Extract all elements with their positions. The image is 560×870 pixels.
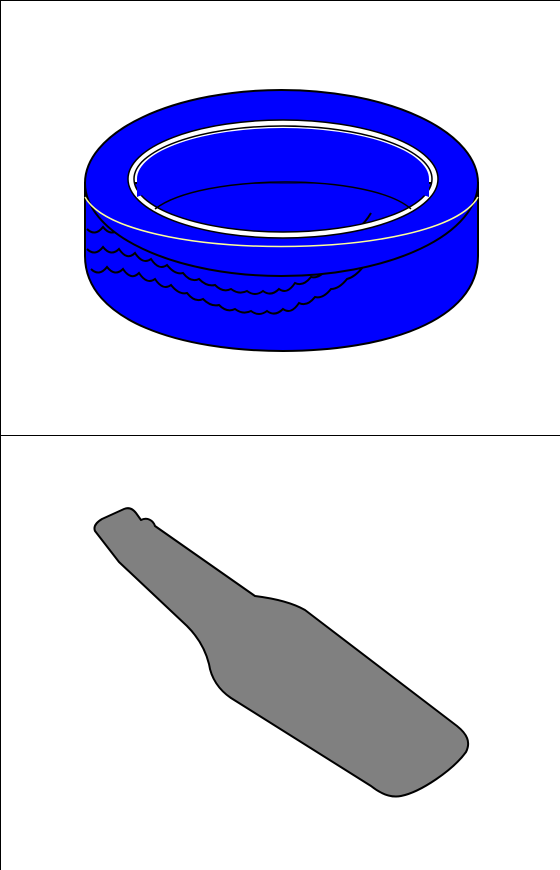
bottle-panel (0, 436, 560, 870)
tire-panel (0, 0, 560, 436)
bottle-icon (93, 507, 470, 798)
tire-highlight (84, 196, 479, 248)
tire-rim (128, 120, 438, 238)
tire-icon (83, 89, 480, 353)
bottle-body (93, 507, 470, 798)
tire-rim-outer-edge (127, 119, 439, 239)
tire-rim-inner-edge (133, 125, 433, 233)
tire-inner-wall-edge (154, 181, 412, 210)
tire-inner-wall (137, 128, 429, 197)
